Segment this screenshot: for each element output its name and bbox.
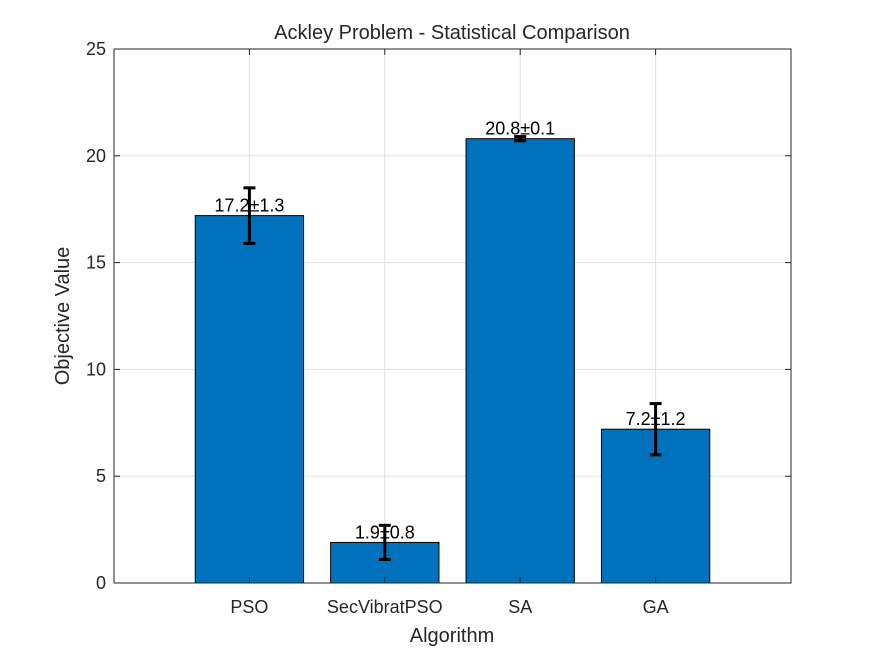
y-tick-label: 10 <box>86 359 106 379</box>
y-tick-label: 25 <box>86 39 106 59</box>
data-label: 7.2±1.2 <box>626 409 686 429</box>
x-tick-label: SA <box>508 597 532 617</box>
data-label: 20.8±0.1 <box>485 119 555 139</box>
y-tick-label: 20 <box>86 146 106 166</box>
axis-ticks: 0 5 10 15 20 25 PSO SecVibratPSO SA GA <box>86 39 791 617</box>
chart-title: Ackley Problem - Statistical Comparison <box>274 22 630 44</box>
x-tick-label: GA <box>643 597 669 617</box>
data-labels: 17.2±1.3 1.9±0.8 20.8±0.1 7.2±1.2 <box>214 119 685 543</box>
y-tick-label: 15 <box>86 253 106 273</box>
plot-frame <box>113 48 792 584</box>
bar-sa <box>465 138 575 584</box>
x-axis-label: Algorithm <box>410 625 494 647</box>
y-axis-label: Objective Value <box>52 247 74 386</box>
data-label: 1.9±0.8 <box>355 522 415 542</box>
y-tick-label: 5 <box>96 466 106 486</box>
y-tick-label: 0 <box>96 573 106 593</box>
x-tick-label: SecVibratPSO <box>327 597 443 617</box>
error-bars <box>243 135 662 562</box>
bar-pso <box>194 215 305 584</box>
x-tick-label: PSO <box>230 597 268 617</box>
data-label: 17.2±1.3 <box>214 196 284 216</box>
